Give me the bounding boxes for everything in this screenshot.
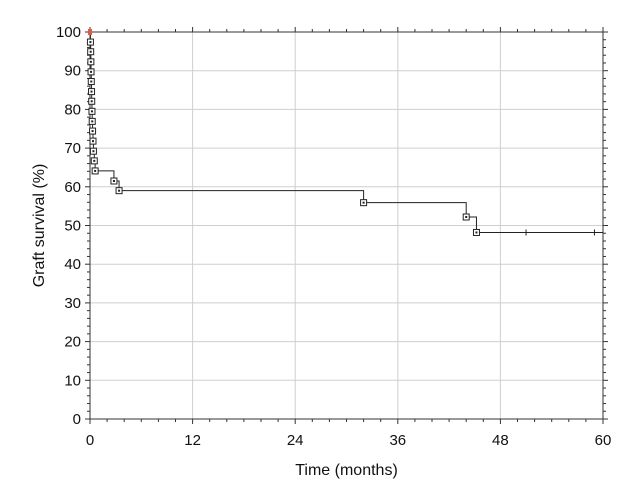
x-tick-label: 48 [492,432,509,449]
y-tick-label: 70 [64,140,81,157]
event-marker-dot [89,50,92,53]
event-marker-dot [465,215,468,218]
event-marker-dot [362,201,365,204]
event-marker-dot [91,120,94,123]
x-tick-label: 24 [287,432,304,449]
y-tick-label: 40 [64,256,81,273]
y-tick-label: 30 [64,295,81,312]
plot-area-frame [89,31,604,420]
event-marker-dot [90,110,93,113]
y-tick-label: 10 [64,372,81,389]
x-tick-label: 0 [86,432,94,449]
event-marker-dot [93,159,96,162]
survival-step-line [89,31,603,233]
event-marker-dot [91,130,94,133]
event-marker-dot [112,179,115,182]
event-marker-dot [90,100,93,103]
event-marker-dot [90,70,93,73]
y-axis-title: Graft survival (%) [31,164,48,288]
x-tick-labels: 0 12 24 36 48 60 [86,432,612,449]
event-marker-dot [475,231,478,234]
y-tick-label: 80 [64,101,81,118]
y-tick-label: 60 [64,179,81,196]
event-marker-dot [118,189,121,192]
event-marker-dot [90,90,93,93]
x-tick-label: 36 [389,432,406,449]
y-tick-label: 50 [64,218,81,235]
x-tick-label: 60 [595,432,612,449]
y-tick-label: 0 [73,411,81,428]
y-tick-label: 90 [64,63,81,80]
event-marker-dot [89,60,92,63]
event-marker-dot [92,150,95,153]
grid-lines [90,32,603,419]
x-tick-label: 12 [184,432,201,449]
event-marker-dot [91,140,94,143]
x-axis-title: Time (months) [295,462,398,479]
y-tick-label: 20 [64,334,81,351]
event-marker-dot [89,41,92,44]
y-tick-label: 100 [56,24,81,41]
start-marker [88,29,92,35]
event-marker-dot [90,80,93,83]
y-tick-labels: 0 10 20 30 40 50 60 70 80 90 100 [56,24,81,428]
survival-series [86,29,603,236]
event-marker-dot [94,169,97,172]
